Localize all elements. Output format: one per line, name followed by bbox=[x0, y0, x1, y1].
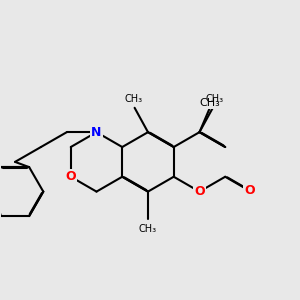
Text: CH₃: CH₃ bbox=[205, 94, 224, 104]
Text: CH₃: CH₃ bbox=[200, 98, 220, 108]
Text: O: O bbox=[194, 185, 205, 198]
Text: O: O bbox=[244, 184, 255, 197]
Text: N: N bbox=[91, 126, 102, 139]
Text: CH₃: CH₃ bbox=[139, 224, 157, 234]
Text: CH₃: CH₃ bbox=[124, 94, 142, 104]
Text: O: O bbox=[65, 170, 76, 183]
